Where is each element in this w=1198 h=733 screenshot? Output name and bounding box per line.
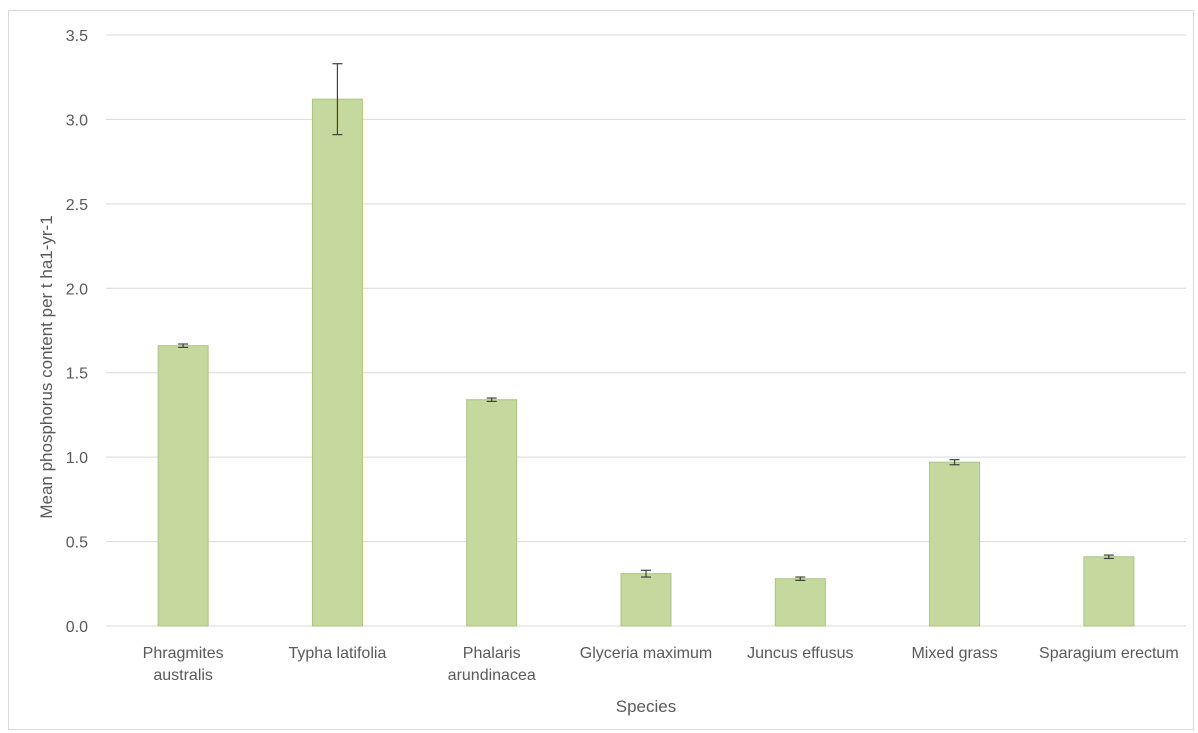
x-tick-label: arundinacea [448,667,536,684]
y-tick-label: 0.5 [66,535,88,552]
bar [774,578,826,627]
x-axis-label: Species [616,697,676,716]
bars [157,98,1135,627]
bar [929,461,981,627]
x-tick-label: Phragmites [143,645,224,662]
y-axis-label: Mean phosphorus content per t ha1-yr-1 [37,215,56,518]
gridlines [106,34,1186,627]
x-tick-label: Sparagium erectum [1039,645,1179,662]
y-tick-label: 1.5 [66,366,88,383]
bar [620,573,672,627]
x-tick-label: Mixed grass [911,645,997,662]
bar [157,345,209,627]
y-tick-label: 3.5 [66,28,88,45]
y-tick-label: 0.0 [66,619,88,636]
y-tick-label: 3.0 [66,112,88,129]
x-tick-label: australis [153,667,213,684]
bar [311,98,363,627]
chart-frame [8,10,1194,730]
x-tick-label: Phalaris [463,645,521,662]
y-tick-labels: 0.0 0.5 1.0 1.5 2.0 2.5 3.0 3.5 [66,28,88,636]
bar [1083,556,1135,627]
error-bars [178,63,1114,582]
y-tick-label: 2.5 [66,197,88,214]
y-tick-label: 2.0 [66,281,88,298]
x-tick-label: Typha latifolia [289,645,387,662]
bar [466,399,518,627]
x-tick-label: Glyceria maximum [580,645,712,662]
x-tick-labels: Phragmites australis Typha latifolia Phalar… [143,645,1179,684]
x-tick-label: Juncus effusus [747,645,853,662]
y-tick-label: 1.0 [66,450,88,467]
